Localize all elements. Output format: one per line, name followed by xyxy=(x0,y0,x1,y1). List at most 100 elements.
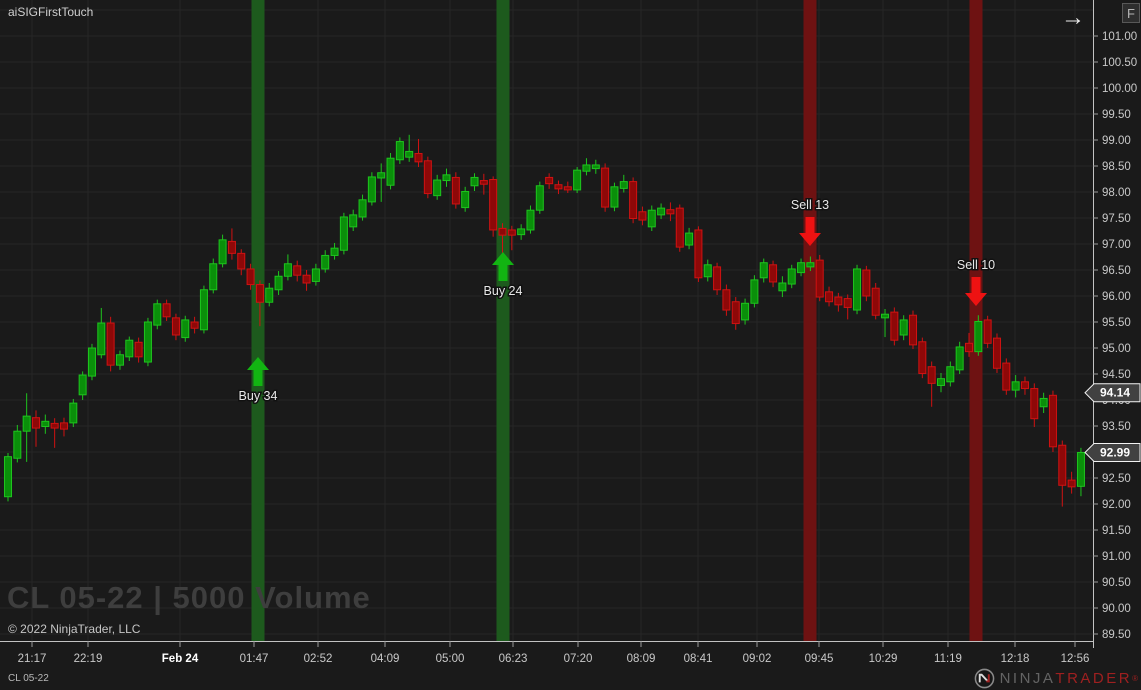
chart-trader-f-button[interactable]: F xyxy=(1122,3,1140,23)
price-tick-label: 94.50 xyxy=(1102,369,1131,381)
candle-body xyxy=(13,430,22,459)
candle-body xyxy=(983,319,992,344)
candle xyxy=(601,163,610,212)
candle xyxy=(125,336,134,361)
candle xyxy=(629,177,638,224)
candle xyxy=(545,173,554,189)
price-axis[interactable]: 101.00 100.50 100.00 99.50 99.00 98.50 98.00 97… xyxy=(1093,31,1137,641)
candle-body xyxy=(41,420,50,428)
candle xyxy=(199,285,208,334)
chart-watermark: CL 05-22 | 5000 Volume xyxy=(7,580,371,615)
candle-body xyxy=(545,176,554,185)
candle xyxy=(778,276,787,298)
time-tick-label: 12:56 xyxy=(1061,653,1090,665)
candle-body xyxy=(283,263,292,277)
candle xyxy=(675,204,684,252)
candle xyxy=(657,203,666,220)
signal-band-buy xyxy=(496,0,510,641)
candle xyxy=(881,309,890,338)
candle xyxy=(414,138,423,168)
price-tick-label: 99.50 xyxy=(1102,109,1131,121)
candle xyxy=(442,168,451,187)
price-marker: 92.99 xyxy=(1084,443,1141,463)
price-tick-label: 98.00 xyxy=(1102,187,1131,199)
candle xyxy=(1058,440,1067,507)
candle-body xyxy=(563,186,572,191)
candle xyxy=(190,316,199,334)
candle-body xyxy=(927,366,936,384)
right-arrow-icon: → xyxy=(1061,4,1085,31)
candle-body xyxy=(293,265,302,276)
time-axis[interactable]: 21:17 22:19 Feb 24 01:47 02:52 04:09 05:00 06:2… xyxy=(18,641,1090,665)
sell-arrow-icon xyxy=(799,217,821,246)
ninjatrader-logo-icon xyxy=(974,668,994,689)
candle xyxy=(591,159,600,174)
candle xyxy=(843,294,852,320)
candle-body xyxy=(1076,452,1085,487)
price-tick-label: 95.00 xyxy=(1102,343,1131,355)
signal-band-buy xyxy=(251,0,265,641)
buy-arrow-icon xyxy=(492,252,514,281)
candle xyxy=(834,292,843,312)
candle-body xyxy=(78,374,87,396)
candle xyxy=(22,393,31,462)
price-tick-label: 93.50 xyxy=(1102,421,1131,433)
candle-body xyxy=(69,402,78,424)
candle xyxy=(927,361,936,407)
candle xyxy=(741,298,750,325)
price-tick-label: 90.00 xyxy=(1102,603,1131,615)
candle xyxy=(209,258,218,294)
candle xyxy=(937,372,945,393)
candle-body xyxy=(386,157,395,186)
candle-body xyxy=(554,184,563,190)
candle-body xyxy=(890,311,899,341)
series-tab[interactable]: CL 05-22 xyxy=(8,673,49,684)
time-tick-label: 06:23 xyxy=(499,653,528,665)
candle xyxy=(134,337,143,363)
candle-body xyxy=(591,164,600,170)
candle xyxy=(87,343,96,381)
candle-body xyxy=(647,209,656,228)
candle xyxy=(489,176,498,237)
candle xyxy=(853,264,862,315)
candle-body xyxy=(227,240,236,254)
logo-registered-mark: ® xyxy=(1132,674,1138,683)
candle-body xyxy=(937,378,945,386)
candle-body xyxy=(59,422,68,430)
candle-body xyxy=(218,239,227,265)
candle xyxy=(181,315,190,342)
logo-text-trader: TRADER xyxy=(1055,670,1133,687)
candle-body xyxy=(862,269,871,297)
time-tick-label: 02:52 xyxy=(304,653,333,665)
go-to-last-bar-button[interactable]: → xyxy=(1056,4,1090,32)
time-tick-label: 21:17 xyxy=(18,653,47,665)
candle xyxy=(50,418,59,448)
candle-body xyxy=(414,153,423,163)
signal-buy: Buy 24 xyxy=(482,252,524,300)
candle-body xyxy=(470,176,479,187)
time-tick-label: 01:47 xyxy=(240,653,269,665)
candle-body xyxy=(694,229,703,279)
time-tick-label: 09:02 xyxy=(743,653,772,665)
price-tick-label: 95.50 xyxy=(1102,317,1131,329)
candle-body xyxy=(106,322,115,366)
candle xyxy=(330,242,339,260)
candle-body xyxy=(843,298,852,308)
buy-arrow-icon xyxy=(247,357,269,386)
price-tick-label: 92.00 xyxy=(1102,499,1131,511)
time-tick-label: 08:09 xyxy=(627,653,656,665)
candle xyxy=(806,256,815,272)
candle xyxy=(265,283,274,307)
candle xyxy=(461,186,470,212)
candle xyxy=(918,337,927,379)
candle xyxy=(349,209,358,231)
candle-body xyxy=(946,366,955,383)
candle-body xyxy=(573,169,582,191)
candle xyxy=(274,271,283,295)
candle xyxy=(311,263,320,286)
candle-body xyxy=(339,216,348,251)
candle xyxy=(1067,471,1076,494)
candle-body xyxy=(302,274,311,284)
candle-body xyxy=(22,415,31,432)
